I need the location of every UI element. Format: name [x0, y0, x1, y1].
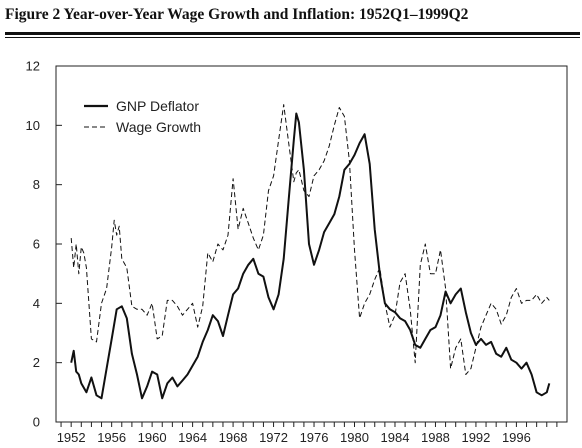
series-layer	[70, 104, 551, 400]
x-tick-label: 1980	[340, 430, 369, 445]
title-rule-thick	[5, 32, 580, 35]
series-line-gnp-deflator	[70, 112, 551, 400]
series-line-wage-growth	[70, 104, 550, 375]
x-tick-label: 1952	[57, 430, 86, 445]
y-tick-label: 0	[33, 415, 40, 430]
legend-label-wage-growth: Wage Growth	[116, 119, 201, 135]
x-tick-label: 1976	[300, 430, 329, 445]
x-tick-label: 1960	[138, 430, 167, 445]
legend: GNP Deflator Wage Growth	[84, 98, 201, 135]
legend-label-gnp-deflator: GNP Deflator	[116, 98, 199, 114]
x-tick-label: 1964	[178, 430, 207, 445]
y-axis: 0 2 4 6 8 10 12	[26, 59, 62, 430]
x-tick-label: 1956	[97, 430, 126, 445]
x-tick-label: 1972	[259, 430, 288, 445]
y-tick-label: 4	[33, 296, 40, 311]
x-tick-label: 1996	[502, 430, 531, 445]
x-axis: 1952 1956 1960 1964 1968 1972 1976 1980 1984 1988…	[57, 422, 558, 445]
y-tick-label: 6	[33, 237, 40, 252]
y-tick-label: 12	[26, 59, 40, 74]
y-tick-label: 10	[26, 118, 40, 133]
y-tick-label: 8	[33, 177, 40, 192]
y-tick-label: 2	[33, 355, 40, 370]
title-rule-thin	[5, 37, 580, 38]
x-tick-label: 1988	[421, 430, 450, 445]
x-tick-label: 1992	[461, 430, 490, 445]
x-tick-label: 1984	[381, 430, 410, 445]
figure-title: Figure 2 Year-over-Year Wage Growth and …	[5, 6, 469, 23]
x-tick-label: 1968	[219, 430, 248, 445]
